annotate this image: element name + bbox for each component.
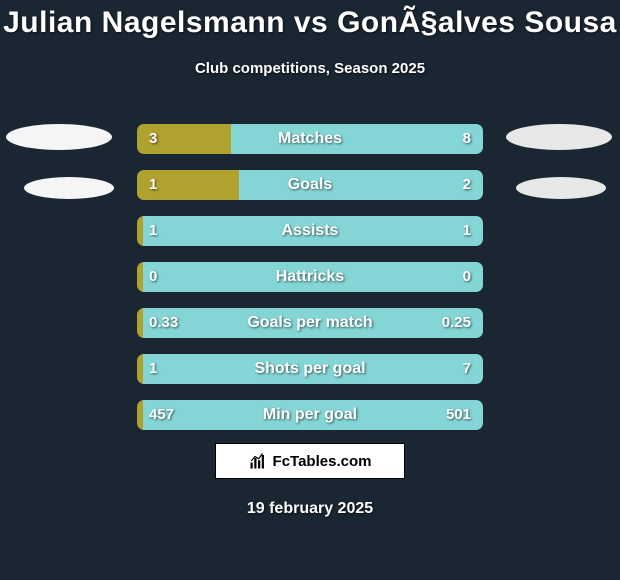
footer-text: FcTables.com <box>273 453 372 470</box>
stat-bar-left <box>137 354 143 384</box>
page-title: Julian Nagelsmann vs GonÃ§alves Sousa <box>0 6 620 40</box>
stat-bar-left <box>137 170 239 200</box>
date-label: 19 february 2025 <box>0 500 620 518</box>
footer-attribution: FcTables.com <box>215 443 405 479</box>
stat-bar-left <box>137 216 143 246</box>
stat-row: 11Assists <box>137 216 483 246</box>
comparison-infographic: Julian Nagelsmann vs GonÃ§alves Sousa Cl… <box>0 0 620 580</box>
stat-bar-right <box>231 124 483 154</box>
stat-row: 17Shots per goal <box>137 354 483 384</box>
stat-bar-left <box>137 400 143 430</box>
player-left-ellipse-1 <box>6 124 112 150</box>
stat-bar-left <box>137 308 143 338</box>
page-subtitle: Club competitions, Season 2025 <box>0 60 620 77</box>
fctables-logo-icon <box>249 452 267 470</box>
stat-bar-right <box>143 354 483 384</box>
player-right-ellipse-1 <box>506 124 612 150</box>
stat-bar-right <box>239 170 483 200</box>
stat-row: 00Hattricks <box>137 262 483 292</box>
stat-bar-left <box>137 262 143 292</box>
stat-row: 0.330.25Goals per match <box>137 308 483 338</box>
stat-bar-right <box>143 308 483 338</box>
stat-row: 38Matches <box>137 124 483 154</box>
stat-bar-right <box>143 216 483 246</box>
stat-bars: 38Matches 12Goals 11Assists 00Hattricks 0.33… <box>137 124 483 446</box>
player-right-ellipse-2 <box>516 177 606 199</box>
stat-bar-right <box>143 262 483 292</box>
stat-row: 457501Min per goal <box>137 400 483 430</box>
stat-bar-right <box>143 400 483 430</box>
stat-row: 12Goals <box>137 170 483 200</box>
stat-bar-left <box>137 124 231 154</box>
player-left-ellipse-2 <box>24 177 114 199</box>
